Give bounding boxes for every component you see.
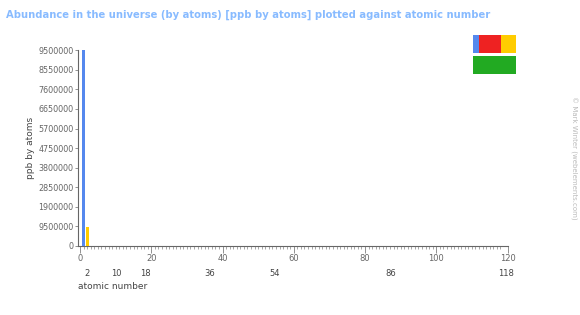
Text: © Mark Winter (webelements.com): © Mark Winter (webelements.com) — [570, 96, 577, 219]
Bar — [86, 227, 89, 246]
Bar — [82, 50, 85, 246]
Bar — [473, 35, 478, 53]
Text: Abundance in the universe (by atoms) [ppb by atoms] plotted against atomic numbe: Abundance in the universe (by atoms) [pp… — [6, 9, 490, 20]
Bar — [501, 35, 516, 53]
Text: 18: 18 — [140, 269, 150, 278]
Text: 118: 118 — [498, 269, 514, 278]
Text: 36: 36 — [205, 269, 215, 278]
Text: atomic number: atomic number — [78, 282, 147, 291]
Text: 54: 54 — [270, 269, 280, 278]
Text: 86: 86 — [385, 269, 396, 278]
Bar — [479, 35, 501, 53]
Y-axis label: ppb by atoms: ppb by atoms — [27, 117, 35, 179]
Text: 2: 2 — [85, 269, 90, 278]
Text: 10: 10 — [111, 269, 121, 278]
Bar — [473, 56, 516, 74]
